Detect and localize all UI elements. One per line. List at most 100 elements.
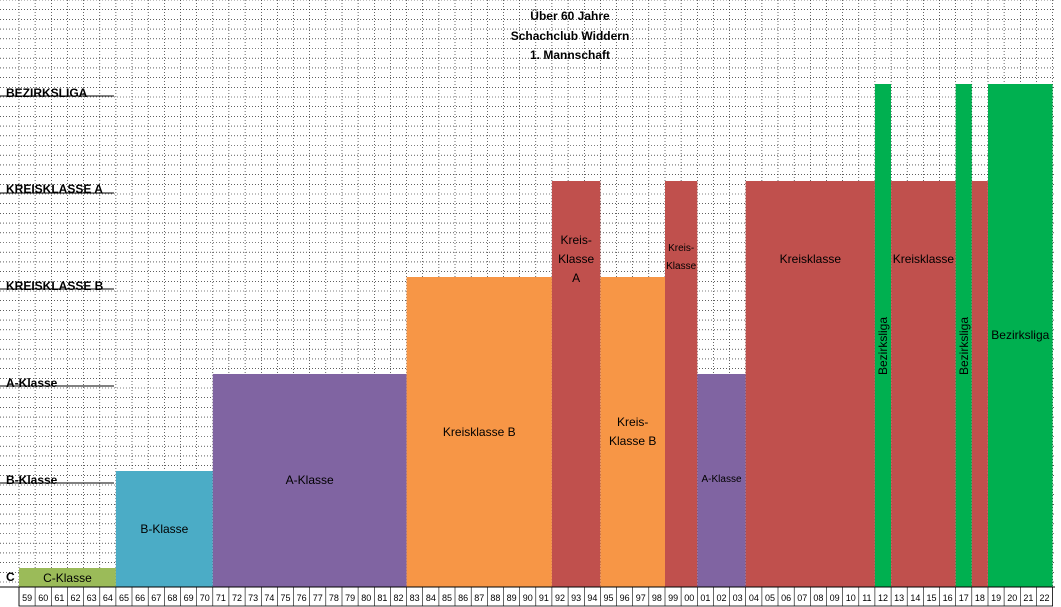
bar-segment bbox=[551, 181, 601, 587]
year-tick-label: 95 bbox=[603, 593, 614, 603]
year-tick-label: 11 bbox=[862, 593, 872, 603]
year-tick-label: 68 bbox=[167, 593, 178, 603]
year-tick-label: 99 bbox=[668, 593, 679, 603]
year-tick-label: 19 bbox=[991, 593, 1002, 603]
bar-label-line: A-Klasse bbox=[701, 474, 742, 485]
bar-segment bbox=[955, 84, 972, 587]
bar-label-line: Bezirksliga bbox=[991, 328, 1050, 342]
year-tick-label: 20 bbox=[1007, 593, 1018, 603]
year-tick-label: 04 bbox=[748, 593, 759, 603]
year-tick-label: 87 bbox=[474, 593, 485, 603]
year-tick-label: 63 bbox=[86, 593, 97, 603]
bar-segment bbox=[988, 84, 1053, 587]
bar-label: Kreis- Klasse B bbox=[600, 413, 665, 451]
year-tick-label: 69 bbox=[183, 593, 194, 603]
bar-label-line: B-Klasse bbox=[140, 521, 189, 536]
bar-segment bbox=[212, 374, 407, 587]
level-label: C bbox=[6, 570, 15, 584]
year-tick-label: 64 bbox=[102, 593, 113, 603]
year-tick-label: 82 bbox=[393, 593, 404, 603]
year-tick-label: 59 bbox=[22, 593, 33, 603]
year-tick-label: 89 bbox=[506, 593, 517, 603]
year-tick-label: 65 bbox=[118, 593, 129, 603]
year-tick-label: 02 bbox=[716, 593, 727, 603]
bar-segment bbox=[745, 181, 875, 587]
bar-segment bbox=[665, 181, 698, 587]
year-tick-label: 80 bbox=[361, 593, 372, 603]
year-tick-label: 17 bbox=[958, 593, 969, 603]
chart-title-line-3: 1. Mannschaft bbox=[529, 48, 610, 62]
year-tick-label: 77 bbox=[312, 593, 323, 603]
year-tick-label: 84 bbox=[425, 593, 436, 603]
bar-label-line: Kreis- bbox=[668, 243, 695, 254]
year-tick-label: 00 bbox=[684, 593, 695, 603]
year-tick-label: 06 bbox=[781, 593, 792, 603]
year-tick-label: 18 bbox=[974, 593, 985, 603]
bar-label-line: Kreisklasse bbox=[779, 251, 842, 266]
bar-label-line: A bbox=[572, 270, 581, 285]
year-tick-label: 81 bbox=[377, 593, 388, 603]
year-tick-label: 98 bbox=[651, 593, 662, 603]
year-tick-label: 12 bbox=[878, 593, 889, 603]
year-tick-label: 72 bbox=[232, 593, 243, 603]
bar-segment bbox=[874, 84, 891, 587]
bar-label-line: Klasse bbox=[666, 261, 697, 272]
bar-label: C-Klasse bbox=[19, 569, 116, 588]
year-tick-label: 10 bbox=[845, 593, 856, 603]
year-tick-label: 13 bbox=[894, 593, 905, 603]
bar-label: Kreis- Klasse A bbox=[552, 231, 600, 288]
year-tick-label: 78 bbox=[328, 593, 339, 603]
year-tick-label: 73 bbox=[248, 593, 259, 603]
year-tick-label: 60 bbox=[38, 593, 49, 603]
bar-label: Kreisklasse B bbox=[407, 423, 552, 442]
bar-label: Kreis- Klasse bbox=[665, 240, 697, 276]
year-tick-label: 86 bbox=[458, 593, 469, 603]
year-tick-label: 66 bbox=[135, 593, 146, 603]
year-tick-label: 03 bbox=[732, 593, 743, 603]
bar-label: Bezirksliga bbox=[876, 316, 891, 376]
level-label: A-Klasse bbox=[6, 376, 58, 390]
bar-label: Bezirksliga bbox=[956, 316, 971, 376]
year-tick-label: 97 bbox=[635, 593, 646, 603]
bar-label-line: Kreis- bbox=[617, 415, 649, 429]
bar-segment bbox=[406, 277, 552, 587]
bar-label-line: Klasse bbox=[558, 251, 595, 266]
bar-segment bbox=[19, 568, 116, 587]
bar-label-line: Kreis- bbox=[560, 232, 592, 247]
bar-segment bbox=[115, 471, 213, 587]
year-tick-label: 62 bbox=[70, 593, 81, 603]
year-tick-label: 92 bbox=[555, 593, 566, 603]
year-tick-label: 61 bbox=[54, 593, 65, 603]
year-tick-label: 88 bbox=[490, 593, 501, 603]
year-tick-label: 94 bbox=[587, 593, 598, 603]
bar-label-line: Kreisklasse bbox=[892, 251, 955, 266]
bar-segment bbox=[697, 374, 746, 587]
bar-label: B-Klasse bbox=[116, 520, 213, 539]
bar-segment bbox=[891, 181, 956, 587]
level-label: B-Klasse bbox=[6, 473, 58, 487]
bar-label-line: A-Klasse bbox=[285, 473, 334, 487]
year-tick-label: 21 bbox=[1023, 593, 1034, 603]
year-tick-label: 09 bbox=[829, 593, 840, 603]
year-tick-label: 08 bbox=[813, 593, 824, 603]
year-tick-label: 67 bbox=[151, 593, 162, 603]
year-tick-label: 74 bbox=[264, 593, 275, 603]
bar-label: A-Klasse bbox=[697, 471, 745, 489]
year-tick-label: 05 bbox=[764, 593, 775, 603]
year-tick-label: 16 bbox=[942, 593, 953, 603]
year-tick-label: 70 bbox=[199, 593, 210, 603]
bar-label-line: Kreisklasse B bbox=[442, 424, 516, 439]
year-tick-label: 85 bbox=[441, 593, 452, 603]
chart-title-line-1: Über 60 Jahre bbox=[530, 9, 610, 23]
year-tick-label: 90 bbox=[522, 593, 533, 603]
year-tick-label: 79 bbox=[345, 593, 356, 603]
bar-label: Kreisklasse bbox=[891, 250, 956, 269]
chart-title-line-2: Schachclub Widdern bbox=[510, 29, 630, 43]
year-tick-label: 91 bbox=[538, 593, 549, 603]
year-tick-label: 96 bbox=[619, 593, 630, 603]
year-tick-label: 75 bbox=[280, 593, 291, 603]
year-tick-label: 93 bbox=[571, 593, 582, 603]
level-label: KREISKLASSE A bbox=[6, 182, 103, 196]
bar-segment bbox=[600, 277, 665, 587]
